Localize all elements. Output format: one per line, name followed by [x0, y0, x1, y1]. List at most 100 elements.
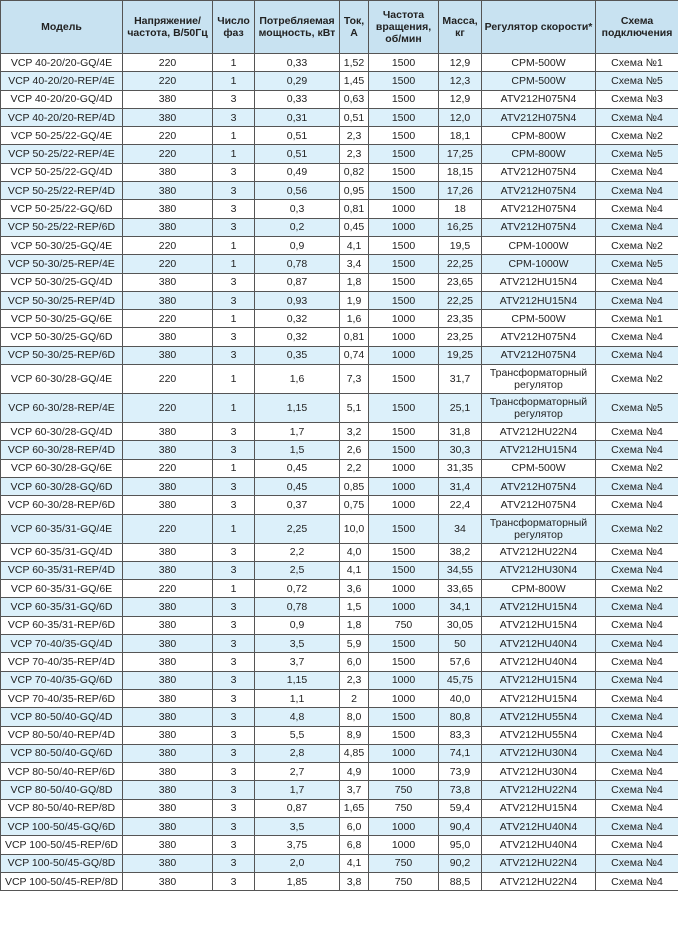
cell-regulator: ATV212H075N4 [481, 199, 596, 219]
cell-current: 0,82 [339, 162, 369, 183]
table-row: VCP 70-40/35-GQ/6D 380 3 1,15 2,3 1000 45,75 AT… [0, 670, 678, 690]
table-row: VCP 50-30/25-GQ/6E 220 1 0,32 1,6 1000 23,35 CP… [0, 309, 678, 329]
cell-phases: 3 [212, 816, 255, 837]
table-row: VCP 50-25/22-GQ/6D 380 3 0,3 0,81 1000 18 ATV21… [0, 199, 678, 219]
cell-mass: 73,9 [438, 762, 482, 782]
cell-speed: 1500 [368, 542, 439, 562]
cell-regulator: ATV212HU30N4 [481, 743, 596, 764]
cell-speed: 1500 [368, 71, 439, 91]
cell-mass: 38,2 [438, 542, 482, 562]
cell-model: VCP 50-30/25-GQ/4E [0, 235, 123, 256]
cell-speed: 1500 [368, 144, 439, 164]
cell-current: 2,3 [339, 126, 369, 146]
cell-phases: 1 [212, 513, 255, 544]
cell-mass: 18,1 [438, 126, 482, 146]
cell-mass: 18,15 [438, 162, 482, 183]
table-row: VCP 60-30/28-GQ/4D 380 3 1,7 3,2 1500 31,8 ATV2… [0, 422, 678, 442]
cell-voltage: 380 [122, 89, 213, 109]
table-row: VCP 60-30/28-GQ/6E 220 1 0,45 2,2 1000 31,35 CP… [0, 458, 678, 478]
cell-model: VCP 60-30/28-GQ/6E [0, 458, 123, 478]
cell-power: 0,35 [254, 345, 340, 366]
cell-current: 10,0 [339, 513, 369, 544]
cell-voltage: 380 [122, 495, 213, 515]
cell-regulator: CPM-500W [481, 458, 596, 478]
cell-regulator: ATV212HU22N4 [481, 853, 596, 873]
cell-voltage: 380 [122, 835, 213, 855]
cell-scheme: Схема №4 [595, 634, 678, 654]
cell-scheme: Схема №5 [595, 254, 678, 274]
cell-mass: 31,35 [438, 458, 482, 478]
cell-regulator: ATV212HU15N4 [481, 615, 596, 636]
cell-mass: 90,4 [438, 816, 482, 837]
table-row: VCP 60-35/31-GQ/6E 220 1 0,72 3,6 1000 33,65 CP… [0, 579, 678, 599]
cell-current: 2,3 [339, 670, 369, 690]
table-row: VCP 100-50/45-REP/6D 380 3 3,75 6,8 1000 95,0 A… [0, 835, 678, 855]
cell-voltage: 380 [122, 780, 213, 800]
cell-speed: 1000 [368, 743, 439, 764]
cell-scheme: Схема №4 [595, 162, 678, 183]
table-row: VCP 80-50/40-REP/8D 380 3 0,87 1,65 750 59,4 AT… [0, 798, 678, 818]
cell-phases: 3 [212, 743, 255, 764]
cell-power: 0,33 [254, 89, 340, 109]
cell-regulator: ATV212H075N4 [481, 476, 596, 497]
cell-phases: 3 [212, 853, 255, 873]
cell-voltage: 220 [122, 458, 213, 478]
cell-speed: 1000 [368, 835, 439, 855]
table-row: VCP 60-30/28-REP/4D 380 3 1,5 2,6 1500 30,3 ATV… [0, 440, 678, 460]
cell-voltage: 220 [122, 254, 213, 274]
cell-phases: 3 [212, 597, 255, 617]
cell-regulator: CPM-500W [481, 309, 596, 329]
cell-model: VCP 60-30/28-GQ/4E [0, 364, 123, 395]
cell-speed: 1500 [368, 707, 439, 727]
cell-power: 2,8 [254, 743, 340, 764]
cell-voltage: 380 [122, 290, 213, 311]
cell-power: 0,3 [254, 199, 340, 219]
cell-power: 2,7 [254, 762, 340, 782]
cell-model: VCP 50-30/25-REP/4E [0, 254, 123, 274]
cell-model: VCP 50-30/25-GQ/6E [0, 309, 123, 329]
header-mass: Масса, кг [438, 0, 482, 54]
table-row: VCP 40-20/20-GQ/4D 380 3 0,33 0,63 1500 12,9 AT… [0, 89, 678, 109]
cell-power: 0,9 [254, 235, 340, 256]
cell-speed: 1500 [368, 235, 439, 256]
cell-model: VCP 100-50/45-GQ/8D [0, 853, 123, 873]
cell-current: 6,8 [339, 835, 369, 855]
cell-mass: 34,1 [438, 597, 482, 617]
table-row: VCP 50-25/22-REP/4E 220 1 0,51 2,3 1500 17,25 C… [0, 144, 678, 164]
cell-voltage: 380 [122, 798, 213, 818]
table-row: VCP 100-50/45-REP/8D 380 3 1,85 3,8 750 88,5 AT… [0, 871, 678, 892]
cell-model: VCP 60-30/28-GQ/4D [0, 422, 123, 442]
cell-mass: 12,3 [438, 71, 482, 91]
cell-voltage: 380 [122, 199, 213, 219]
cell-scheme: Схема №4 [595, 688, 678, 709]
cell-voltage: 380 [122, 476, 213, 497]
cell-phases: 3 [212, 762, 255, 782]
cell-power: 0,29 [254, 71, 340, 91]
cell-phases: 1 [212, 458, 255, 478]
cell-phases: 3 [212, 89, 255, 109]
cell-voltage: 220 [122, 52, 213, 73]
cell-scheme: Схема №4 [595, 652, 678, 672]
fan-specs-table: Модель Напряжение/ частота, В/50Гц Число… [0, 0, 678, 892]
cell-voltage: 380 [122, 707, 213, 727]
cell-regulator: Трансформаторный регулятор [481, 513, 596, 544]
cell-current: 2,6 [339, 440, 369, 460]
cell-scheme: Схема №4 [595, 615, 678, 636]
table-row: VCP 60-35/31-GQ/4D 380 3 2,2 4,0 1500 38,2 ATV2… [0, 542, 678, 562]
cell-mass: 31,8 [438, 422, 482, 442]
header-regulator: Регулятор скорости* [481, 0, 596, 54]
cell-mass: 19,25 [438, 345, 482, 366]
cell-model: VCP 60-35/31-REP/4D [0, 560, 123, 581]
cell-scheme: Схема №4 [595, 853, 678, 873]
cell-mass: 12,0 [438, 107, 482, 128]
cell-current: 1,45 [339, 71, 369, 91]
cell-model: VCP 80-50/40-REP/4D [0, 725, 123, 745]
cell-current: 6,0 [339, 652, 369, 672]
cell-speed: 1500 [368, 107, 439, 128]
cell-speed: 1500 [368, 652, 439, 672]
cell-scheme: Схема №4 [595, 816, 678, 837]
cell-current: 1,9 [339, 290, 369, 311]
cell-speed: 1000 [368, 816, 439, 837]
cell-phases: 1 [212, 144, 255, 164]
cell-speed: 1500 [368, 725, 439, 745]
